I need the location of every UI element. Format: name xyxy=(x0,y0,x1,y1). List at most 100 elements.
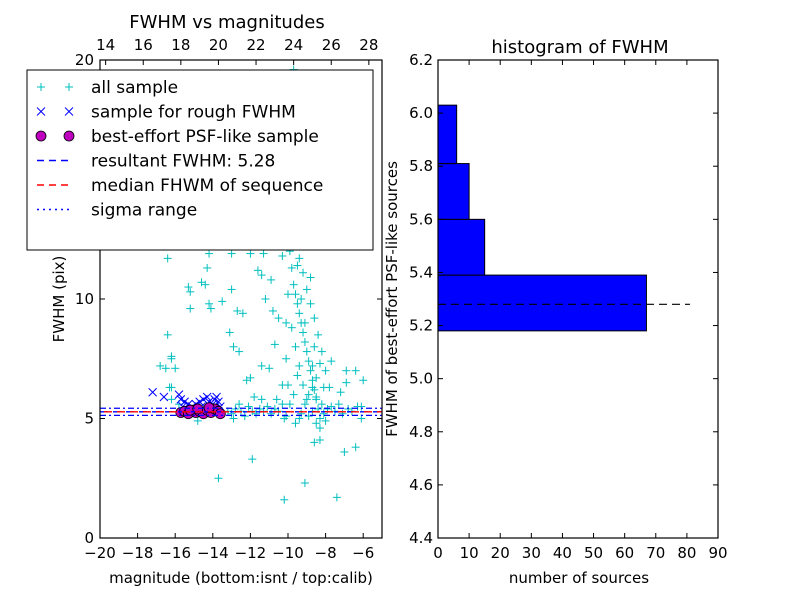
point-0-112 xyxy=(300,400,309,409)
point-0-117 xyxy=(317,400,326,409)
point-0-93 xyxy=(300,338,309,347)
point-0-115 xyxy=(312,419,321,428)
legend-marker-b-dot xyxy=(63,130,75,142)
point-0-5 xyxy=(201,280,210,289)
point-0-96 xyxy=(306,366,315,375)
point-0-90 xyxy=(295,309,304,318)
hx-tick-label: 80 xyxy=(677,544,696,562)
legend-label: best-effort PSF-like sample xyxy=(91,127,319,147)
histogram-bar-3 xyxy=(437,104,458,165)
histogram-axes-frame xyxy=(437,59,719,539)
x-tick-label: −18 xyxy=(122,544,154,562)
histogram-title: histogram of FWHM xyxy=(491,37,668,58)
legend-marker-b xyxy=(65,83,73,91)
point-0-25 xyxy=(265,364,274,373)
point-0-87 xyxy=(289,280,298,289)
hy-tick-label: 4.6 xyxy=(409,476,433,494)
point-0-92 xyxy=(299,328,308,337)
point-0-147 xyxy=(284,290,292,299)
point-0-84 xyxy=(229,414,238,423)
point-0-0 xyxy=(163,254,172,263)
point-0-6 xyxy=(205,299,214,308)
point-0-50 xyxy=(310,438,319,447)
point-0-110 xyxy=(284,381,292,390)
point-0-140 xyxy=(312,373,321,382)
legend-entry: all sample xyxy=(37,78,178,98)
point-0-89 xyxy=(293,299,302,308)
point-0-154 xyxy=(338,409,347,418)
point-0-39 xyxy=(171,364,180,373)
top-tick-label: 24 xyxy=(284,36,303,54)
point-0-8 xyxy=(218,297,227,306)
point-0-61 xyxy=(342,366,351,375)
point-0-83 xyxy=(235,400,244,409)
point-0-17 xyxy=(253,266,262,275)
point-1-4-b xyxy=(180,397,189,407)
point-0-103 xyxy=(291,342,300,351)
legend-entry: median FHWM of sequence xyxy=(37,176,323,196)
point-0-74 xyxy=(267,409,276,418)
histogram-plot: histogram of FWHM 0 10 20 30 40 50 60 70 80 90 4.4… xyxy=(383,37,728,587)
legend-marker-a xyxy=(36,107,46,116)
point-0-44 xyxy=(193,416,202,425)
point-0-120 xyxy=(317,347,326,356)
legend-marker-a xyxy=(35,130,47,142)
point-1-14-b xyxy=(212,392,221,402)
hx-tick-label: 50 xyxy=(584,544,603,562)
histogram-data xyxy=(437,104,690,332)
point-0-70 xyxy=(252,409,261,418)
point-1-2-b xyxy=(174,390,184,399)
point-0-108 xyxy=(289,390,298,399)
point-1-9 xyxy=(199,395,208,404)
legend-marker-a xyxy=(37,83,45,91)
point-0-143 xyxy=(300,318,309,327)
point-0-23 xyxy=(270,340,279,349)
point-0-7 xyxy=(206,304,215,313)
y-tick-label: 20 xyxy=(75,51,94,69)
point-1-14 xyxy=(212,392,221,402)
hx-tick-label: 70 xyxy=(646,544,665,562)
y-tick-label: 10 xyxy=(75,290,94,308)
point-0-9 xyxy=(227,285,236,294)
point-2-11 xyxy=(214,408,226,420)
legend-box xyxy=(26,69,374,251)
legend-entry: best-effort PSF-like sample xyxy=(35,127,319,147)
top-tick-label: 26 xyxy=(322,36,341,54)
point-0-79 xyxy=(250,392,259,401)
point-0-13 xyxy=(229,342,238,351)
point-0-104 xyxy=(295,361,304,370)
point-0-36 xyxy=(167,354,176,363)
point-0-38 xyxy=(156,361,165,370)
point-0-160 xyxy=(321,416,330,425)
point-0-107 xyxy=(293,371,302,380)
point-0-86 xyxy=(287,263,296,272)
point-0-2 xyxy=(186,287,195,296)
histogram-bar-0 xyxy=(437,274,647,332)
point-0-148 xyxy=(282,318,291,327)
point-0-94 xyxy=(302,347,311,356)
point-0-11 xyxy=(238,309,247,318)
point-0-77 xyxy=(278,400,287,409)
point-0-45 xyxy=(214,474,223,483)
legend-label: resultant FWHM: 5.28 xyxy=(91,152,275,172)
scatter-plot: FWHM vs magnitudes −20 −18 −16 −14 −12 −10 −8−… xyxy=(50,12,383,587)
scatter-title: FWHM vs magnitudes xyxy=(129,12,324,33)
point-0-162 xyxy=(308,383,317,392)
point-0-33 xyxy=(278,251,287,260)
point-0-138 xyxy=(304,390,313,399)
point-1-1-b xyxy=(159,392,169,402)
series-best-effort-psf-like-sample xyxy=(175,402,226,420)
legend-entry: sigma range xyxy=(37,201,197,221)
legend-marker-b-b xyxy=(64,107,74,116)
point-0-37 xyxy=(161,364,170,373)
point-1-1 xyxy=(159,392,169,402)
scatter-xlabel: magnitude (bottom:isnt / top:calib) xyxy=(109,569,373,587)
point-0-64 xyxy=(227,409,236,418)
point-0-141 xyxy=(315,359,324,368)
point-0-53 xyxy=(351,443,360,452)
point-0-118 xyxy=(319,383,328,392)
hy-tick-label: 6.0 xyxy=(409,104,433,122)
y-tick-label: 0 xyxy=(84,529,94,547)
point-0-10 xyxy=(233,306,242,315)
